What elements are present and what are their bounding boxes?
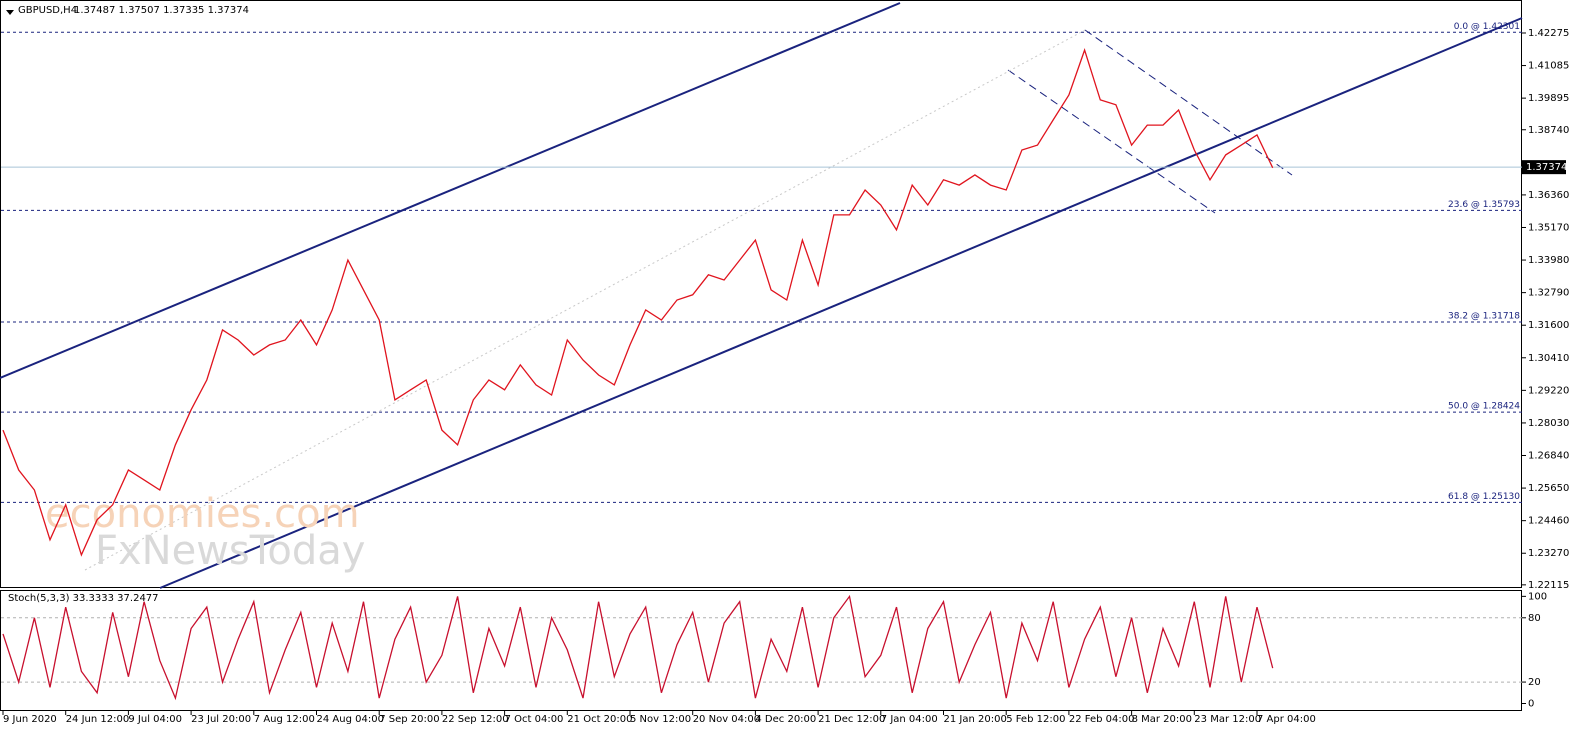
x-tick-label: 5 Nov 12:00 [630, 714, 691, 725]
current-price-box [1522, 160, 1566, 175]
x-tick-label: 8 Mar 20:00 [1132, 714, 1192, 725]
x-tick-label: 7 Oct 04:00 [505, 714, 564, 725]
x-tick-label: 5 Feb 12:00 [1006, 714, 1065, 725]
x-tick-label: 21 Oct 20:00 [567, 714, 632, 725]
x-tick-label: 23 Mar 12:00 [1194, 714, 1261, 725]
y-tick-label: 1.32790 [1528, 288, 1569, 299]
x-tick-label: 24 Jun 12:00 [66, 714, 130, 725]
price-line [2, 48, 1274, 557]
y-tick-label: 1.29220 [1528, 385, 1569, 396]
fib-label: 0.0 @ 1.42301 [1454, 22, 1520, 32]
y-tick-label: 1.26840 [1528, 451, 1569, 462]
y-tick-label: 1.33980 [1528, 255, 1569, 266]
y-tick-label: 1.39895 [1528, 93, 1569, 104]
x-tick-label: 23 Jul 20:00 [191, 714, 251, 725]
y-tick-label: 1.25650 [1528, 483, 1569, 494]
quote: 1.37487 1.37507 1.37335 1.37374 [74, 5, 249, 16]
y-tick-label: 0 [1528, 699, 1534, 710]
x-tick-label: 7 Aug 12:00 [254, 714, 315, 725]
main-panel [0, 0, 1522, 588]
down-channel-lower [1007, 69, 1216, 214]
x-tick-label: 20 Nov 04:00 [693, 714, 760, 725]
x-tick-label: 21 Jan 20:00 [944, 714, 1007, 725]
fib-label: 61.8 @ 1.25130 [1448, 492, 1520, 502]
x-tick-label: 22 Feb 04:00 [1069, 714, 1135, 725]
watermark: FxNewsToday [95, 528, 365, 574]
x-tick-label: 4 Dec 20:00 [755, 714, 816, 725]
y-tick-label: 1.23270 [1528, 548, 1569, 559]
y-tick-label: 80 [1528, 613, 1541, 624]
x-tick-label: 7 Jan 04:00 [881, 714, 938, 725]
y-tick-label: 1.30410 [1528, 353, 1569, 364]
x-tick-label: 24 Aug 04:00 [317, 714, 384, 725]
x-tick-label: 9 Jul 04:00 [128, 714, 182, 725]
y-tick-label: 1.42275 [1528, 28, 1569, 39]
x-tick-label: 7 Sep 20:00 [379, 714, 439, 725]
menu-arrow[interactable] [6, 10, 14, 15]
stoch-panel [0, 590, 1522, 711]
y-tick-label: 1.24460 [1528, 516, 1569, 527]
channel-upper [0, 2, 901, 379]
price-line [2, 594, 1274, 701]
y-tick-label: 1.38740 [1528, 125, 1569, 136]
x-tick-label: 9 Jun 2020 [3, 714, 57, 725]
current-price-label: 1.37374 [1526, 162, 1567, 173]
fib-label: 38.2 @ 1.31718 [1448, 311, 1520, 321]
y-tick-label: 1.35170 [1528, 222, 1569, 233]
y-tick-label: 20 [1528, 677, 1541, 688]
y-tick-label: 1.28030 [1528, 418, 1569, 429]
chart-title: GBPUSD,H4 [18, 5, 77, 16]
watermark: economies.com [45, 491, 360, 537]
channel-lower [159, 17, 1523, 589]
x-tick-label: 7 Apr 04:00 [1257, 714, 1316, 725]
fib-label: 23.6 @ 1.35793 [1448, 200, 1520, 210]
x-tick-label: 22 Sep 12:00 [442, 714, 509, 725]
y-tick-label: 100 [1528, 591, 1547, 602]
x-tick-label: 21 Dec 12:00 [818, 714, 885, 725]
y-tick-label: 1.41085 [1528, 61, 1569, 72]
stoch-title: Stoch(5,3,3) 33.3333 37.2477 [8, 593, 159, 604]
y-tick-label: 1.31600 [1528, 320, 1569, 331]
y-tick-label: 1.36360 [1528, 190, 1569, 201]
y-tick-label: 1.22115 [1528, 580, 1569, 591]
fib-label: 50.0 @ 1.28424 [1448, 402, 1520, 412]
down-channel-upper [1084, 29, 1293, 176]
